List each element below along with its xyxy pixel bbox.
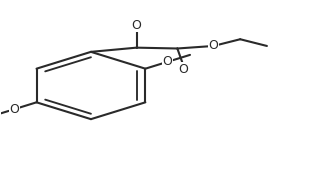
Text: O: O xyxy=(163,55,173,68)
Text: O: O xyxy=(179,63,189,76)
Text: O: O xyxy=(209,39,218,52)
Text: O: O xyxy=(132,19,141,32)
Text: O: O xyxy=(9,103,19,116)
